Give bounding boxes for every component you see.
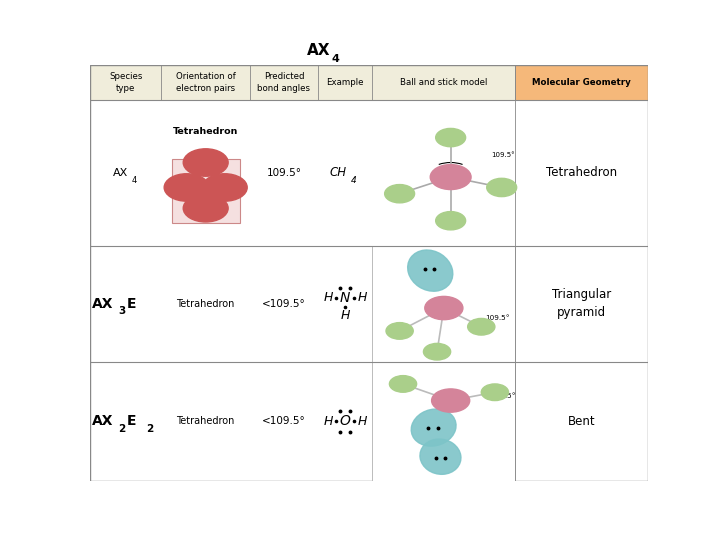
Circle shape — [481, 384, 508, 401]
Text: Tetrahedron: Tetrahedron — [173, 127, 238, 136]
Text: Tetrahedron: Tetrahedron — [176, 299, 235, 309]
Text: H: H — [358, 415, 367, 428]
Circle shape — [183, 194, 228, 222]
Bar — [516, 65, 648, 100]
Circle shape — [384, 185, 415, 203]
Circle shape — [423, 343, 451, 360]
Text: Molecular Geometry: Molecular Geometry — [532, 78, 631, 87]
Text: Bent: Bent — [568, 415, 595, 428]
Circle shape — [487, 178, 517, 197]
Text: Species
type: Species type — [109, 72, 143, 92]
Circle shape — [183, 149, 228, 176]
Text: Ball and stick model: Ball and stick model — [400, 78, 487, 87]
Ellipse shape — [420, 439, 461, 474]
Text: 4: 4 — [131, 176, 137, 185]
Text: <109.5°: <109.5° — [262, 416, 306, 427]
Text: 109.5°: 109.5° — [492, 394, 516, 400]
Circle shape — [468, 319, 495, 335]
Circle shape — [436, 129, 466, 147]
Text: 2: 2 — [119, 424, 126, 434]
Circle shape — [386, 322, 413, 339]
Bar — [171, 159, 240, 223]
Circle shape — [202, 174, 247, 201]
Text: 109.5°: 109.5° — [492, 152, 515, 158]
Circle shape — [436, 212, 466, 230]
Text: AX: AX — [112, 168, 128, 178]
Text: Example: Example — [326, 78, 364, 87]
Bar — [90, 65, 516, 100]
Text: H: H — [341, 309, 350, 322]
Text: 4: 4 — [351, 176, 357, 185]
Text: AX: AX — [307, 43, 330, 58]
Text: 109.5°: 109.5° — [485, 315, 509, 321]
Text: O: O — [340, 414, 351, 428]
Text: 109.5°: 109.5° — [266, 168, 302, 178]
Ellipse shape — [408, 250, 453, 291]
Text: 4: 4 — [332, 53, 339, 64]
Bar — [372, 246, 516, 362]
Circle shape — [425, 296, 463, 320]
Text: H: H — [323, 415, 333, 428]
Text: <109.5°: <109.5° — [262, 299, 306, 309]
Text: Triangular
pyramid: Triangular pyramid — [552, 288, 611, 319]
Text: E: E — [127, 414, 136, 428]
Ellipse shape — [411, 409, 456, 446]
Circle shape — [431, 165, 471, 190]
Text: H: H — [323, 291, 333, 304]
Text: H: H — [358, 291, 367, 304]
Circle shape — [390, 376, 417, 392]
Text: E: E — [127, 297, 136, 311]
Text: CH: CH — [330, 166, 347, 179]
Text: Tetrahedron: Tetrahedron — [546, 166, 617, 179]
Circle shape — [431, 389, 469, 412]
Text: N: N — [340, 291, 351, 305]
Text: AX: AX — [92, 297, 114, 311]
Text: 2: 2 — [146, 424, 154, 434]
Text: Orientation of
electron pairs: Orientation of electron pairs — [176, 72, 235, 92]
Text: Predicted
bond angles: Predicted bond angles — [258, 72, 310, 92]
Text: AX: AX — [92, 414, 114, 428]
Circle shape — [164, 174, 209, 201]
Bar — [372, 362, 516, 481]
Text: Tetrahedron: Tetrahedron — [176, 416, 235, 427]
Text: 3: 3 — [119, 306, 126, 316]
